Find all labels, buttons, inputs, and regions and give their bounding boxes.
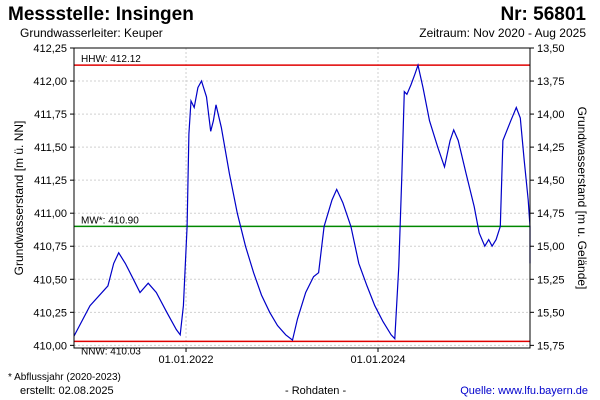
y-axis-label-left: Grundwasserstand [m ü. NN] xyxy=(12,121,26,276)
y-tick-label: 412,25 xyxy=(33,43,67,55)
raw-data-note: - Rohdaten - xyxy=(285,385,347,397)
y-tick-label: 411,75 xyxy=(34,109,67,121)
created-date: erstellt: 02.08.2025 xyxy=(20,385,114,397)
y-tick-label: 411,25 xyxy=(34,175,67,187)
x-ticks: 01.01.2022 01.01.2024 xyxy=(158,348,406,366)
y-tick-label-right: 14,75 xyxy=(537,208,565,220)
y-tick-label-right: 13,50 xyxy=(537,43,565,55)
reference-lines: HHW: 412.12 MW*: 410.90 NNW: 410.03 xyxy=(74,54,530,357)
y-tick-label: 410,25 xyxy=(33,307,67,319)
y-tick-label-right: 15,75 xyxy=(537,340,565,352)
y-tick-label: 411,50 xyxy=(34,142,67,154)
y-tick-label-right: 15,50 xyxy=(537,307,565,319)
series-line xyxy=(73,63,531,342)
y-tick-label-right: 15,00 xyxy=(537,241,565,253)
x-tick-label: 01.01.2022 xyxy=(158,354,213,366)
y-tick-label-right: 14,50 xyxy=(537,175,565,187)
y-tick-label-right: 15,25 xyxy=(537,274,565,286)
reference-label: NNW: 410.03 xyxy=(81,346,141,357)
aquifer-label: Grundwasserleiter: Keuper xyxy=(20,26,163,40)
reference-label: MW*: 410.90 xyxy=(81,215,139,226)
y-tick-label-right: 14,25 xyxy=(537,142,565,154)
y-tick-label-right: 14,00 xyxy=(537,109,565,121)
plot-frame xyxy=(73,47,531,349)
y-tick-label: 410,50 xyxy=(33,274,67,286)
x-tick-label: 01.01.2024 xyxy=(350,354,405,366)
y-tick-label-right: 13,75 xyxy=(537,76,565,88)
y-ticks-right: 15,75 15,50 15,25 15,00 14,75 14,50 14,25 14,00… xyxy=(530,43,565,352)
page-title: Messstelle: Insingen xyxy=(8,4,194,25)
reference-label: HHW: 412.12 xyxy=(81,54,141,65)
station-number: Nr: 56801 xyxy=(500,4,586,25)
y-ticks-left: 410,00 410,25 410,50 410,75 411,00 411,25 411,… xyxy=(33,43,74,352)
period-label: Zeitraum: Nov 2020 - Aug 2025 xyxy=(419,26,586,40)
y-tick-label: 412,00 xyxy=(33,76,67,88)
y-tick-label: 410,75 xyxy=(33,241,67,253)
y-axis-label-right: Grundwasserstand [m u. Gelände] xyxy=(575,107,589,290)
source-link[interactable]: Quelle: www.lfu.bayern.de xyxy=(460,385,588,397)
y-tick-label: 410,00 xyxy=(33,340,67,352)
y-tick-label: 411,00 xyxy=(34,208,67,220)
footnote: * Abflussjahr (2020-2023) xyxy=(8,372,121,383)
